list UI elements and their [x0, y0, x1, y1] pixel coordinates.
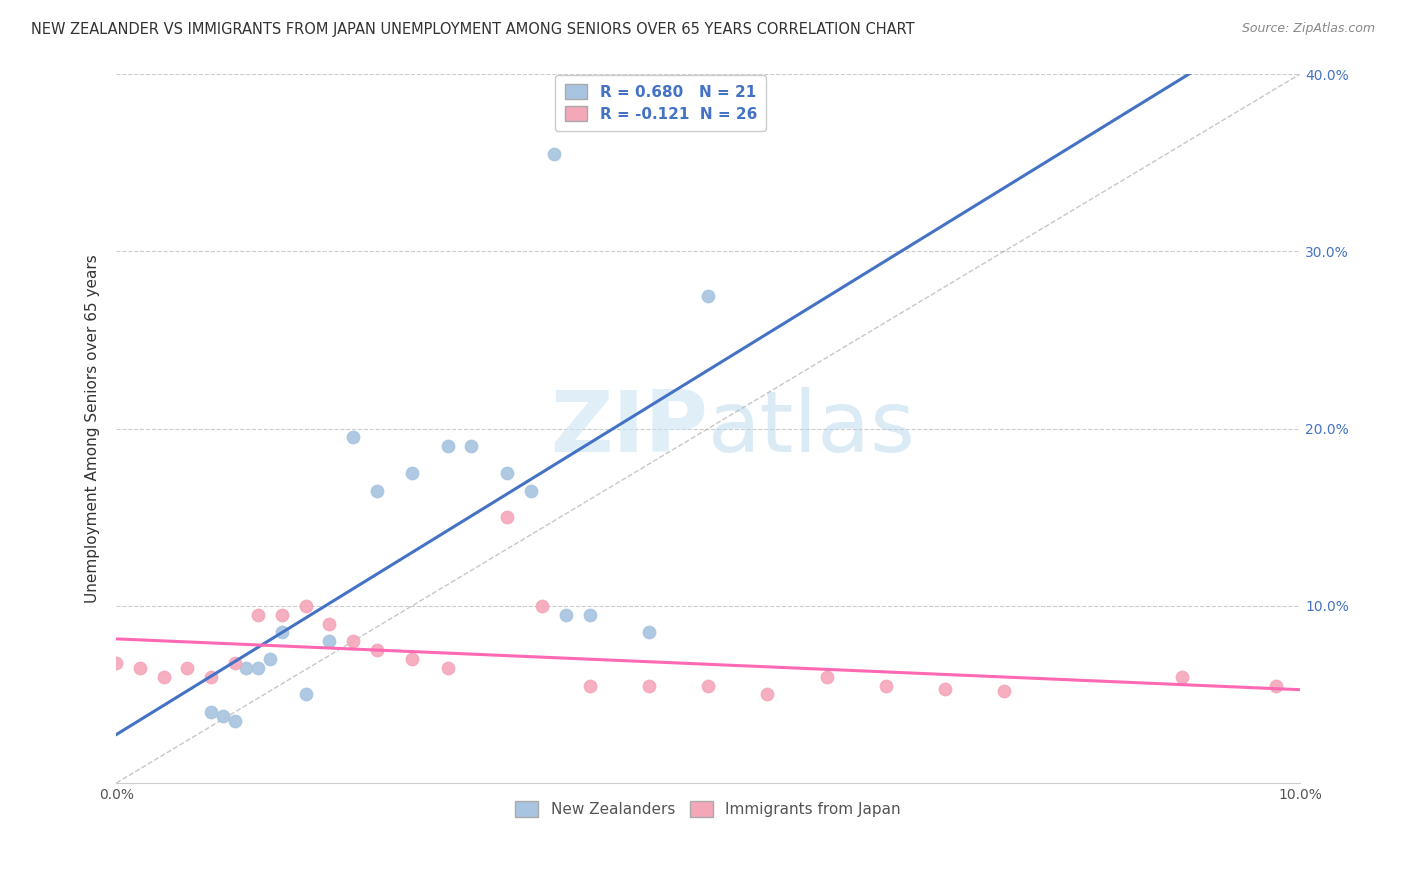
Point: [697, 288, 720, 302]
Point: [200, 670, 222, 684]
Point: [1265, 679, 1288, 693]
Point: [342, 430, 364, 444]
Point: [993, 684, 1015, 698]
Point: [934, 682, 956, 697]
Point: [436, 661, 458, 675]
Point: [401, 652, 423, 666]
Point: [460, 439, 482, 453]
Point: [318, 634, 340, 648]
Point: [496, 510, 519, 524]
Point: [366, 643, 388, 657]
Point: [1170, 670, 1192, 684]
Text: NEW ZEALANDER VS IMMIGRANTS FROM JAPAN UNEMPLOYMENT AMONG SENIORS OVER 65 YEARS : NEW ZEALANDER VS IMMIGRANTS FROM JAPAN U…: [31, 22, 914, 37]
Point: [176, 661, 198, 675]
Point: [271, 607, 294, 622]
Point: [152, 670, 174, 684]
Point: [294, 599, 316, 613]
Point: [294, 687, 316, 701]
Point: [129, 661, 152, 675]
Point: [342, 634, 364, 648]
Point: [496, 466, 519, 480]
Point: [519, 483, 541, 498]
Point: [259, 652, 281, 666]
Point: [366, 483, 388, 498]
Point: [105, 656, 128, 670]
Y-axis label: Unemployment Among Seniors over 65 years: Unemployment Among Seniors over 65 years: [86, 254, 100, 603]
Point: [224, 656, 246, 670]
Point: [318, 616, 340, 631]
Text: Source: ZipAtlas.com: Source: ZipAtlas.com: [1241, 22, 1375, 36]
Point: [756, 687, 779, 701]
Point: [531, 599, 554, 613]
Point: [638, 679, 661, 693]
Legend: New Zealanders, Immigrants from Japan: New Zealanders, Immigrants from Japan: [508, 794, 908, 825]
Point: [638, 625, 661, 640]
Point: [211, 708, 233, 723]
Point: [543, 146, 565, 161]
Point: [200, 705, 222, 719]
Point: [224, 714, 246, 728]
Text: atlas: atlas: [709, 387, 917, 470]
Point: [578, 679, 600, 693]
Point: [815, 670, 838, 684]
Point: [875, 679, 897, 693]
Text: ZIP: ZIP: [550, 387, 709, 470]
Point: [271, 625, 294, 640]
Point: [578, 607, 600, 622]
Point: [436, 439, 458, 453]
Point: [247, 607, 270, 622]
Point: [697, 679, 720, 693]
Point: [235, 661, 257, 675]
Point: [247, 661, 270, 675]
Point: [555, 607, 578, 622]
Point: [401, 466, 423, 480]
